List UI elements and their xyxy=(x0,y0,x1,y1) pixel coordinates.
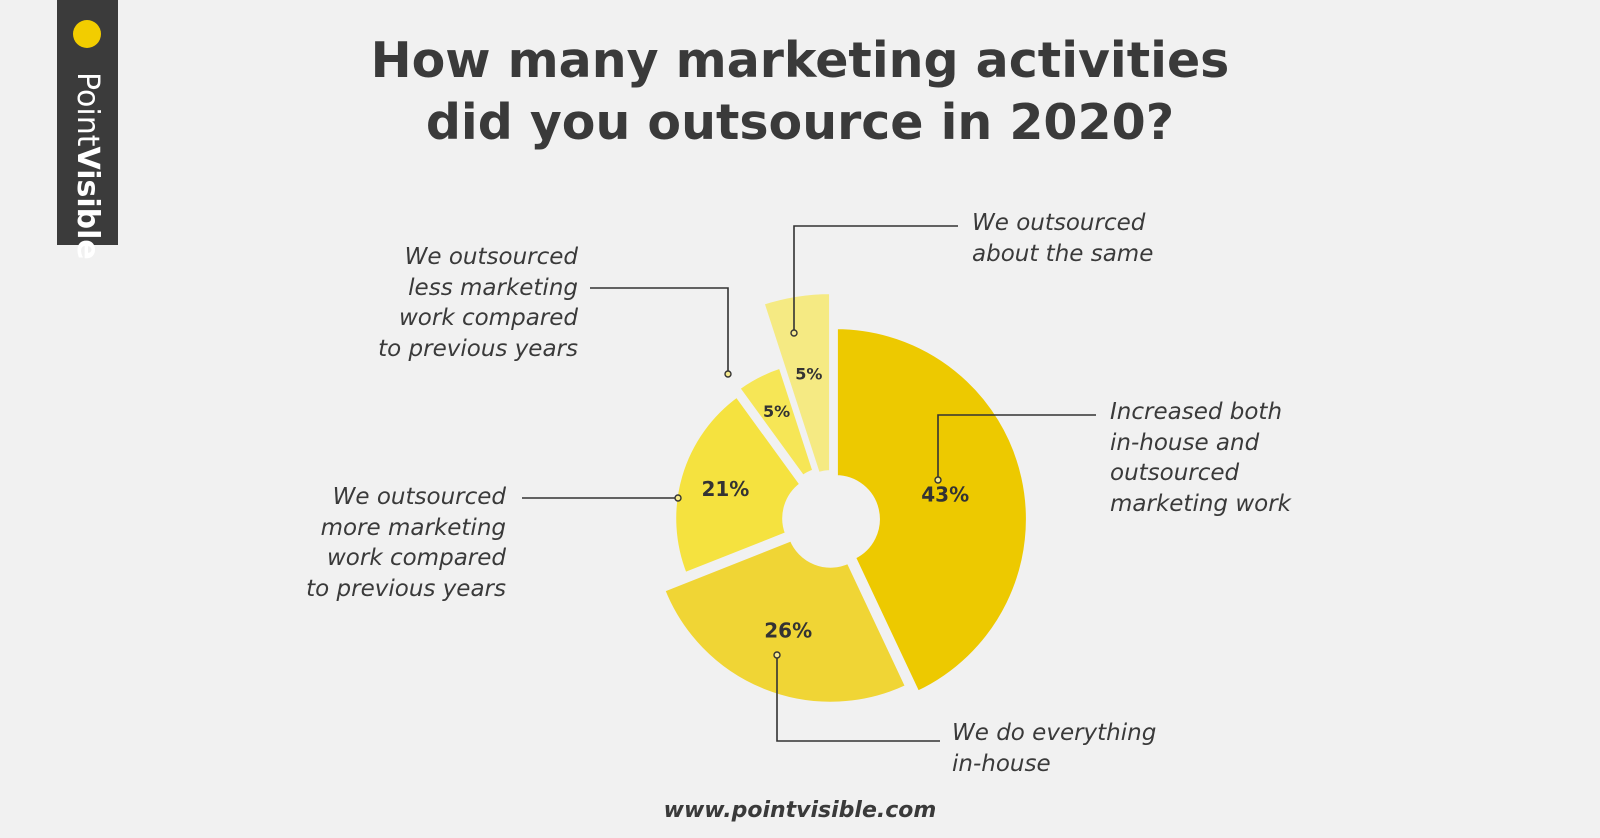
chart-title: How many marketing activities did you ou… xyxy=(300,30,1300,154)
chart-title-line-1: How many marketing activities xyxy=(370,32,1230,89)
footer-url: www.pointvisible.com xyxy=(663,798,937,823)
leader-dot-outsourced-less xyxy=(724,370,732,378)
value-label-about-the-same: 5% xyxy=(795,364,822,383)
leader-line-increased-both xyxy=(937,414,1096,480)
category-label-line: in-house and xyxy=(1110,429,1260,456)
value-label-increased-both: 43% xyxy=(921,483,969,507)
category-label-line: Increased both xyxy=(1110,399,1283,425)
category-label-outsourced-less: We outsourced less marketing work compar… xyxy=(370,242,578,364)
leader-dot-increased-both xyxy=(934,476,942,484)
value-label-outsourced-less: 5% xyxy=(763,402,790,421)
category-label-line: to previous years xyxy=(378,335,578,362)
category-label-line: We outsourced xyxy=(972,210,1146,236)
slice-everything-in-house xyxy=(661,537,910,706)
donut-slices xyxy=(661,290,1030,706)
category-label-outsourced-more: We outsourced more marketing work compar… xyxy=(300,482,506,604)
category-label-line: We do everything xyxy=(952,720,1157,746)
category-label-line: in-house xyxy=(952,750,1051,777)
value-labels: 43% 26% 21% 5% 5% xyxy=(701,364,969,642)
leader-lines xyxy=(522,225,1096,742)
logo-dot-icon xyxy=(73,20,101,48)
brand-logo: PointVisible xyxy=(57,0,118,260)
slice-outsourced-more xyxy=(672,393,804,577)
category-label-increased-both: Increased both in-house and outsourced m… xyxy=(1110,397,1291,519)
slice-about-the-same xyxy=(760,290,834,477)
slice-increased-both xyxy=(833,325,1030,695)
category-label-line: about the same xyxy=(972,240,1154,267)
leader-line-outsourced-less xyxy=(590,287,729,374)
leader-dot-outsourced-more xyxy=(674,494,682,502)
category-label-about-the-same: We outsourced about the same xyxy=(972,208,1153,269)
leader-line-about-the-same xyxy=(793,225,958,333)
leader-dot-about-the-same xyxy=(790,329,798,337)
leader-line-everything-in-house xyxy=(776,655,940,742)
category-label-line: marketing work xyxy=(1110,490,1291,517)
leader-dot-everything-in-house xyxy=(773,651,781,659)
category-label-everything-in-house: We do everything in-house xyxy=(952,718,1156,779)
value-label-outsourced-more: 21% xyxy=(701,477,749,501)
category-label-line: more marketing xyxy=(320,514,506,541)
slice-outsourced-less xyxy=(736,364,817,480)
category-label-line: We outsourced xyxy=(332,484,506,510)
category-label-line: outsourced xyxy=(1110,460,1240,486)
category-label-line: to previous years xyxy=(306,575,506,602)
category-label-line: work compared xyxy=(399,305,578,331)
value-label-everything-in-house: 26% xyxy=(764,619,812,643)
category-label-line: We outsourced xyxy=(404,244,578,270)
category-label-line: less marketing xyxy=(408,274,578,301)
category-label-line: work compared xyxy=(327,545,506,571)
chart-title-line-2: did you outsource in 2020? xyxy=(425,94,1175,151)
